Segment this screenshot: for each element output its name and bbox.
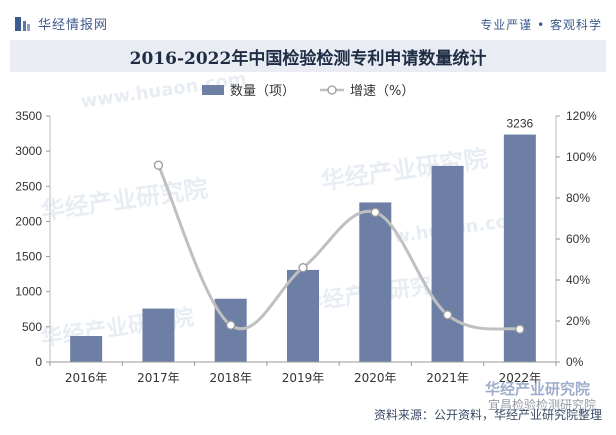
bar-2016年 (70, 335, 103, 362)
legend-line-marker (327, 85, 337, 95)
y-right-tick-label: 100% (566, 150, 597, 164)
y-left-tick-label: 3000 (15, 144, 42, 158)
legend-bar-swatch (202, 85, 224, 95)
title-bar: 2016-2022年中国检验检测专利申请数量统计 (10, 40, 606, 72)
growth-point-2021年 (442, 310, 453, 320)
growth-point-2018年 (226, 320, 236, 330)
y-right-tick-label: 120% (566, 109, 597, 123)
x-tick-label: 2019年 (282, 371, 325, 385)
header-bar: 华经情报网 专业严谨 • 客观科学 (0, 0, 616, 40)
x-tick-label: 2020年 (354, 371, 397, 385)
y-right-tick-label: 20% (566, 314, 590, 328)
y-left-tick-label: 3500 (15, 109, 42, 123)
growth-point-2020年 (370, 207, 380, 218)
y-left-tick-label: 1000 (15, 285, 42, 299)
growth-point-2017年 (153, 160, 164, 170)
legend-line-label: 增速（%） (350, 84, 414, 99)
brand-logo: 华经情报网 (14, 14, 108, 33)
growth-point-2022年 (515, 324, 525, 334)
y-left-tick-label: 500 (22, 320, 42, 334)
axes: 0 500 1000 1500 2000 2500 3000 3500 0% 20% 40% 60% 8… (15, 109, 597, 385)
y-right-tick-label: 60% (566, 232, 590, 246)
y-right-tick-label: 0% (566, 355, 584, 369)
line-series (153, 160, 525, 334)
corner-sub: 宜昌检验检测研究院 (487, 398, 596, 412)
bar-2020年 (359, 202, 392, 362)
slogan: 专业严谨 • 客观科学 (480, 18, 602, 32)
bar-data-label: 3236 (507, 117, 534, 131)
x-tick-label: 2016年 (65, 371, 108, 385)
x-tick-label: 2021年 (426, 371, 469, 385)
bar-2022年 (503, 134, 536, 362)
bar-series (70, 134, 536, 362)
y-left-tick-label: 2500 (15, 179, 42, 193)
legend: 数量（项） 增速（%） (202, 84, 414, 99)
x-tick-label: 2018年 (209, 371, 252, 385)
y-left-tick-label: 0 (35, 355, 42, 369)
corner-brand: 华经产业研究院 (484, 380, 590, 398)
y-left-tick-label: 1500 (15, 250, 42, 264)
y-left-tick-label: 2000 (15, 214, 42, 228)
bar-2019年 (287, 269, 319, 362)
chart-title: 2016-2022年中国检验检测专利申请数量统计 (129, 48, 487, 69)
brand-name: 华经情报网 (38, 18, 109, 33)
huajing-logo-icon (15, 16, 30, 31)
data-labels: 3236 (507, 117, 534, 131)
x-tick-label: 2022年 (499, 371, 542, 385)
y-right-tick-label: 80% (566, 191, 590, 205)
bar-2018年 (214, 298, 247, 362)
growth-line (157, 164, 521, 331)
legend-bar-label: 数量（项） (230, 84, 295, 99)
bar-2017年 (142, 308, 175, 362)
footer-band (0, 404, 616, 435)
y-right-tick-label: 40% (566, 273, 590, 287)
source-note: 资料来源：公开资料，华经产业研究院整理 (373, 408, 602, 422)
bar-2021年 (431, 165, 464, 362)
growth-point-2019年 (298, 263, 308, 273)
x-tick-label: 2017年 (137, 371, 180, 385)
